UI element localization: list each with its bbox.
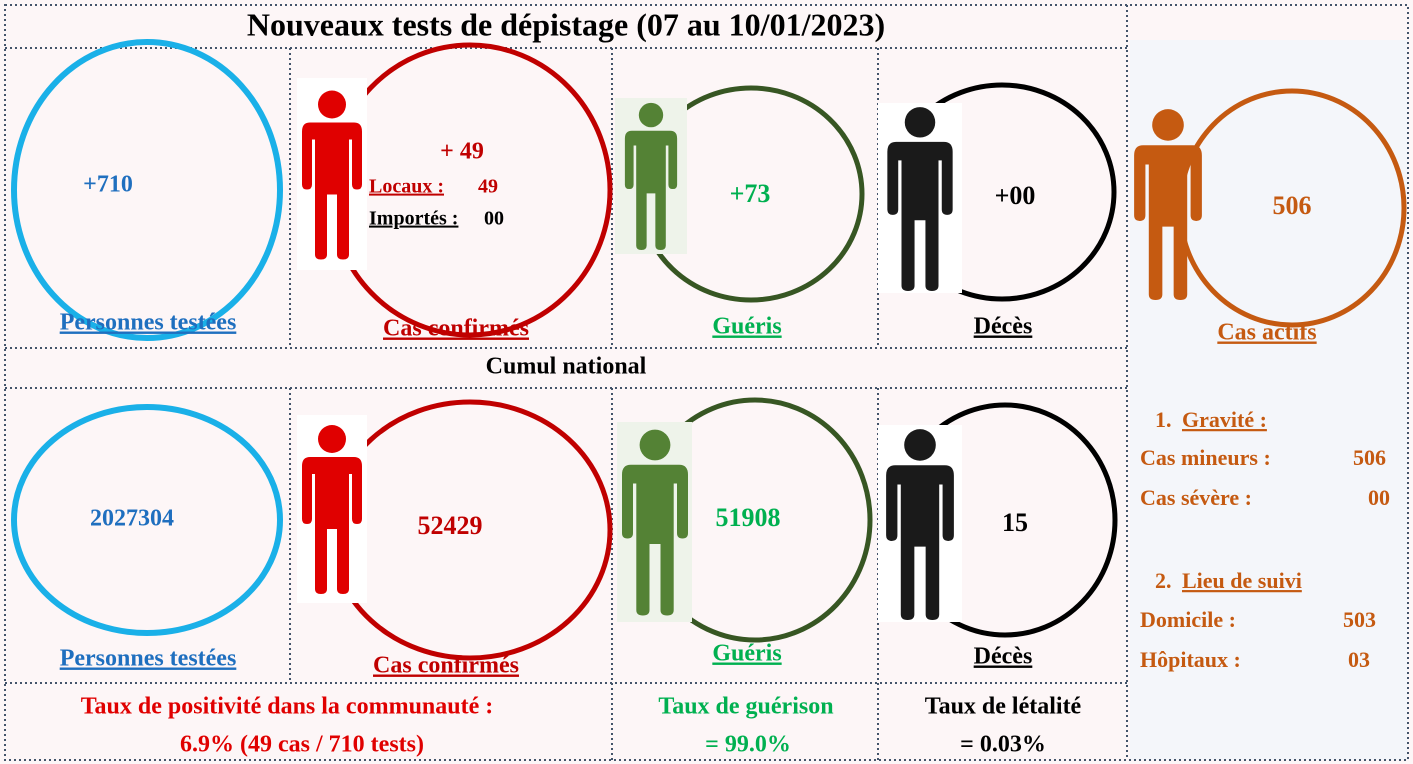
label: Hôpitaux :	[1140, 647, 1241, 672]
rate-label: Taux de létalité	[925, 694, 1082, 720]
value: +00	[995, 181, 1036, 210]
item-title: Lieu de suivi	[1182, 568, 1302, 593]
label: Personnes testées	[60, 646, 237, 672]
ring	[11, 39, 283, 341]
title: Nouveaux tests de dépistage (07 au 10/01…	[247, 6, 885, 42]
label: Décès	[974, 314, 1033, 340]
value: 03	[1348, 647, 1370, 672]
value: 506	[1273, 191, 1312, 220]
item-number: 2.	[1155, 568, 1172, 593]
item-title: Gravité :	[1182, 407, 1267, 432]
label: Importés :	[369, 208, 458, 230]
label: Locaux :	[369, 176, 444, 198]
value: 2027304	[90, 506, 174, 532]
value: 52429	[418, 511, 483, 540]
value: 00	[484, 208, 504, 230]
label: Cas actifs	[1217, 320, 1316, 346]
value: +710	[83, 172, 133, 198]
rate-label: Taux de positivité dans la communauté :	[81, 694, 494, 720]
label: Décès	[974, 644, 1033, 670]
label: Cas confirmés	[373, 653, 519, 679]
label: Cas mineurs :	[1140, 445, 1271, 470]
value: 15	[1002, 508, 1028, 537]
value: 00	[1368, 485, 1390, 510]
value: 49	[478, 176, 498, 198]
label: Personnes testées	[60, 310, 237, 336]
label: Cas confirmés	[383, 316, 529, 342]
rate-value: = 0.03%	[960, 732, 1046, 758]
label: Cas sévère :	[1140, 485, 1252, 510]
label: Domicile :	[1140, 607, 1236, 632]
active-details: 1. Gravité : Cas mineurs : 506 Cas sévèr…	[1140, 407, 1390, 672]
value: 51908	[716, 503, 781, 532]
value: + 49	[440, 139, 484, 165]
ring	[11, 404, 283, 636]
item-number: 1.	[1155, 407, 1172, 432]
label: Guéris	[712, 641, 781, 667]
section-title: Cumul national	[486, 354, 647, 380]
value: 506	[1353, 445, 1386, 470]
rate-value: = 99.0%	[705, 732, 791, 758]
rate-label: Taux de guérison	[658, 694, 833, 720]
rate-value: 6.9% (49 cas / 710 tests)	[180, 732, 424, 758]
value: 503	[1343, 607, 1376, 632]
value: +73	[730, 179, 771, 208]
label: Guéris	[712, 314, 781, 340]
